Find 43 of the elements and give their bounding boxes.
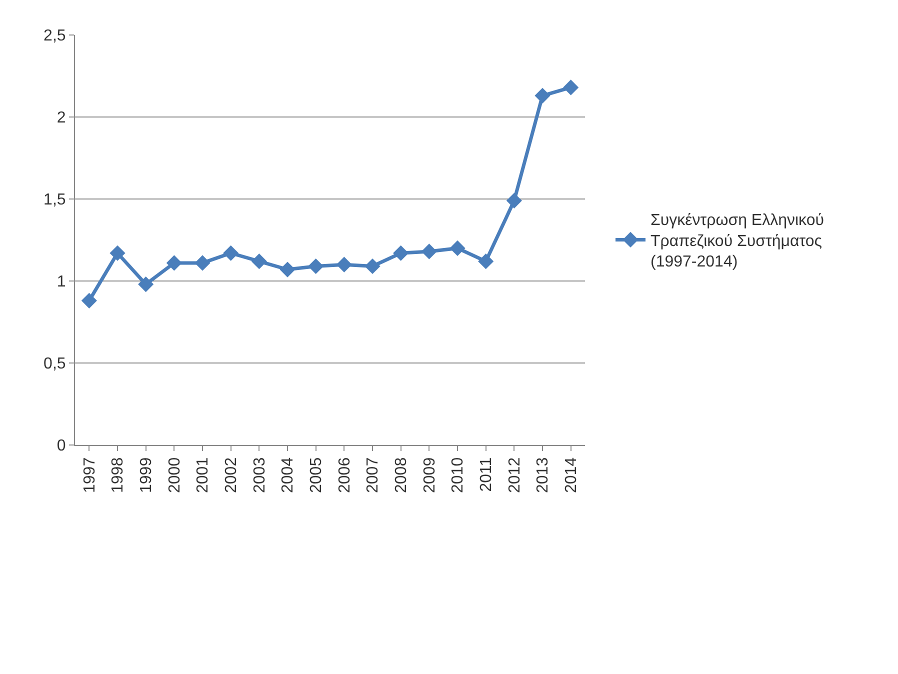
x-tick-label: 2002 (223, 457, 240, 493)
y-tick-label: 1 (56, 274, 66, 291)
x-tick-label: 2006 (336, 457, 354, 493)
point (110, 245, 126, 261)
point (194, 255, 210, 271)
x-tick-label: 2012 (506, 457, 524, 493)
point (393, 245, 409, 261)
x-tick-label: 2003 (251, 457, 268, 493)
x-tick-label: 1999 (138, 457, 156, 493)
legend-label: Συγκέντρωση Ελληνικού Τραπεζικού Συστήματος (1997-2014) (650, 212, 824, 271)
y-tick-label: 0,5 (44, 356, 66, 373)
point (166, 255, 182, 271)
x-tick-label: 2005 (308, 457, 326, 493)
x-tick-label: 1997 (81, 457, 98, 493)
x-tick-label: 2009 (421, 457, 438, 493)
point (336, 256, 352, 272)
y-tick-label: 2 (56, 110, 66, 127)
point (223, 245, 239, 261)
x-tick-label: 2004 (280, 457, 297, 493)
point (478, 254, 494, 270)
x-tick-label: 1998 (110, 457, 127, 493)
point (81, 292, 97, 308)
point (563, 80, 579, 96)
x-tick-label: 2008 (393, 457, 410, 493)
x-tick-label: 2001 (194, 457, 212, 493)
point (450, 240, 466, 256)
y-tick-label: 0 (56, 438, 66, 455)
x-tick-label: 2013 (534, 457, 552, 493)
x-tick-label: 2007 (364, 457, 382, 493)
y-tick-label: 1,5 (44, 192, 66, 209)
point (534, 88, 550, 104)
x-tick-label: 2014 (563, 457, 580, 493)
point (364, 258, 380, 274)
x-tick-label: 2000 (166, 457, 184, 493)
point (280, 262, 296, 278)
y-tick-label: 2,5 (44, 28, 66, 45)
x-tick-label: 2011 (478, 457, 496, 492)
point (421, 244, 437, 260)
x-tick-label: 2010 (450, 457, 467, 493)
point (308, 258, 324, 274)
point (138, 276, 154, 292)
point (251, 254, 267, 270)
point (506, 192, 522, 208)
